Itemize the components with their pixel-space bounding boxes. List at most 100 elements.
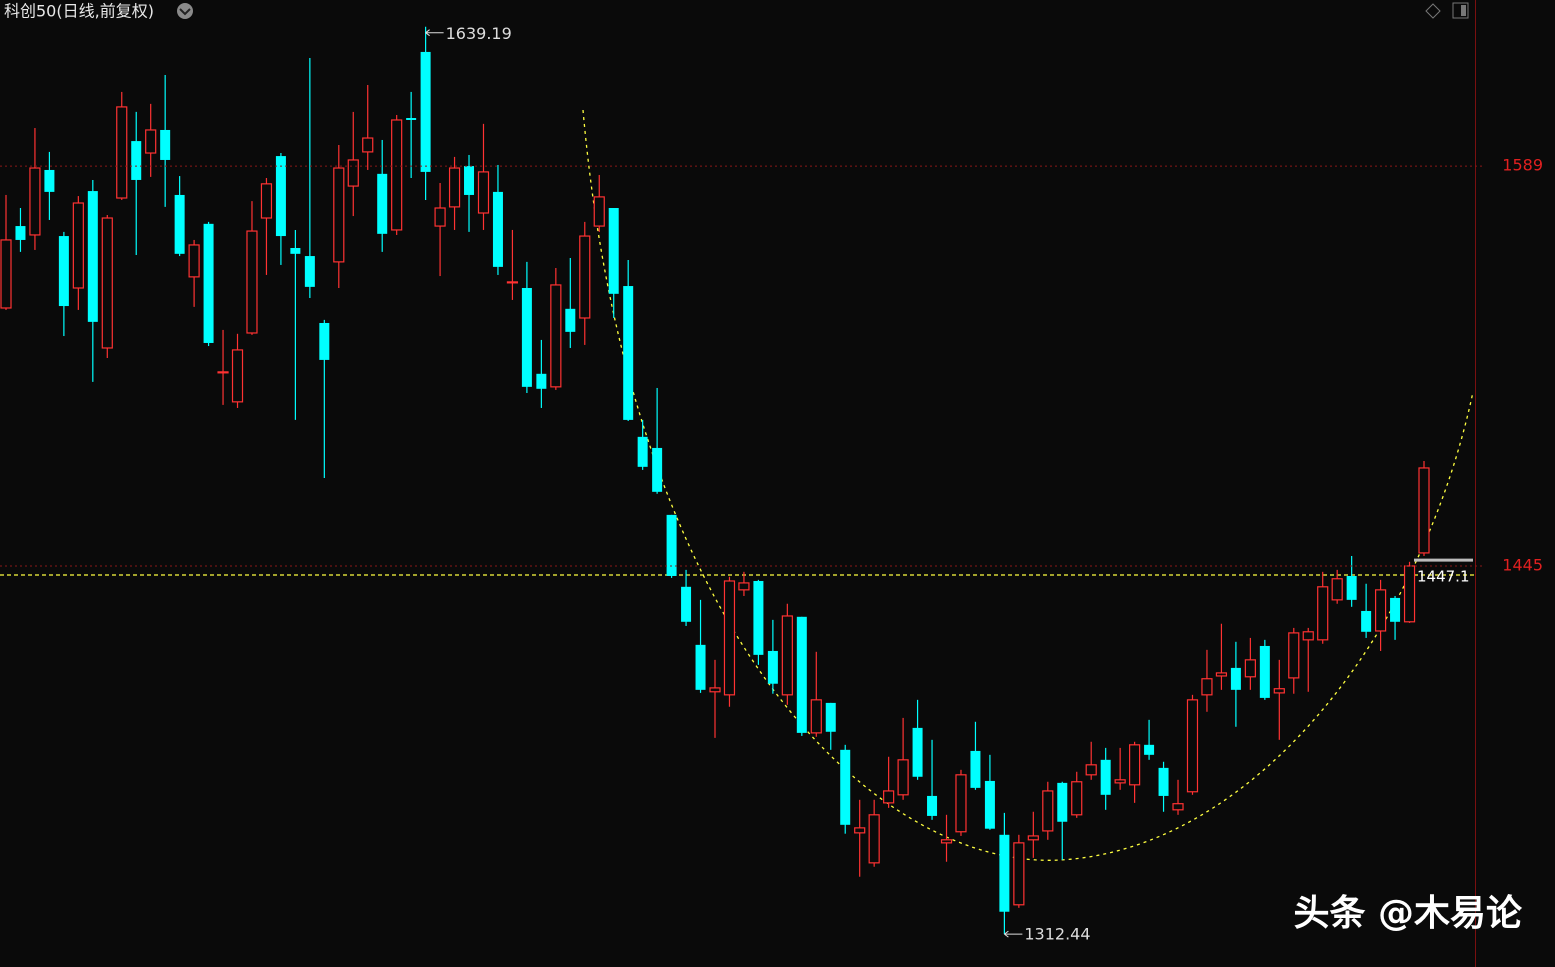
- candle-body: [231, 349, 244, 403]
- candle-body: [217, 371, 229, 374]
- candle-body: [362, 137, 374, 153]
- candle-body: [131, 141, 142, 180]
- candle-body: [1085, 764, 1097, 776]
- chart-title: 科创50(日线,前复权): [4, 2, 154, 21]
- candle-body: [1374, 589, 1387, 632]
- candle-body: [652, 447, 663, 492]
- candle-body: [565, 308, 576, 332]
- candle-body: [1057, 782, 1068, 822]
- candle-body: [637, 436, 648, 467]
- candle-body: [984, 780, 995, 829]
- candle-body: [723, 580, 736, 696]
- menu-icon-arrow: [179, 8, 191, 16]
- candle-body: [868, 814, 880, 864]
- y-tick-label: 1445: [1502, 555, 1543, 574]
- candle-body: [116, 106, 128, 199]
- candle-body: [579, 235, 591, 319]
- candle-body: [999, 834, 1010, 912]
- candle-body: [44, 169, 55, 192]
- y-tick-label: 1589: [1502, 156, 1543, 175]
- candle-body: [1244, 659, 1256, 678]
- candle-body: [145, 129, 157, 154]
- candle-body: [912, 727, 923, 777]
- candle-body: [406, 118, 417, 120]
- candle-body: [1302, 631, 1314, 641]
- candle-body: [840, 749, 851, 825]
- candle-body: [1172, 803, 1184, 811]
- candle-body: [854, 827, 866, 834]
- candle-body: [681, 586, 692, 622]
- candles: [0, 26, 1430, 935]
- candle-body: [290, 247, 301, 254]
- low-arrow: [1004, 930, 1023, 938]
- candle-body: [188, 244, 200, 278]
- candle-body: [275, 156, 286, 237]
- candle-body: [810, 699, 822, 734]
- candle-body: [15, 226, 26, 240]
- candle-body: [434, 207, 446, 227]
- candle-body: [825, 702, 836, 732]
- candle-body: [738, 582, 750, 591]
- candle-body: [319, 322, 330, 360]
- panel-icon-fill: [1461, 5, 1466, 16]
- candle-body: [1114, 779, 1126, 784]
- diamond-icon[interactable]: [1425, 3, 1441, 19]
- candle-body: [1144, 744, 1155, 755]
- candle-body: [448, 167, 461, 208]
- candle-body: [753, 580, 764, 655]
- high-label: 1639.19: [446, 24, 512, 43]
- candle-body: [955, 774, 967, 833]
- panel-icon[interactable]: [1452, 2, 1469, 19]
- candle-body: [58, 236, 69, 307]
- candle-body: [0, 239, 12, 309]
- candle-body: [1013, 842, 1025, 906]
- candle-body: [709, 687, 721, 693]
- candle-body: [1346, 575, 1357, 600]
- candle-body: [87, 191, 98, 322]
- candle-body: [550, 284, 562, 388]
- candle-body: [1071, 781, 1083, 816]
- candle-body: [970, 750, 981, 788]
- menu-icon[interactable]: [177, 3, 193, 19]
- candle-body: [796, 616, 807, 733]
- candle-body: [420, 51, 431, 172]
- candle-body: [897, 759, 909, 796]
- candle-body: [304, 256, 315, 287]
- candle-body: [246, 230, 258, 334]
- candle-body: [1027, 835, 1039, 841]
- candle-body: [333, 167, 345, 263]
- candle-body: [1331, 578, 1343, 601]
- candle-body: [506, 281, 519, 284]
- candle-body: [492, 191, 503, 267]
- candle-body: [1259, 645, 1270, 698]
- candle-body: [1201, 678, 1213, 696]
- candle-body: [1317, 586, 1329, 641]
- candle-body: [1158, 767, 1169, 796]
- watermark: 头条 @木易论: [1293, 893, 1523, 934]
- candle-body: [1361, 610, 1372, 632]
- candle-body: [1100, 759, 1111, 795]
- candle-body: [29, 167, 41, 236]
- candle-body: [174, 194, 185, 254]
- candle-body: [666, 514, 677, 576]
- candle-body: [477, 171, 490, 214]
- candle-body: [1215, 672, 1228, 677]
- candle-body: [260, 183, 273, 219]
- candle-body: [72, 202, 84, 289]
- candle-body: [347, 159, 359, 187]
- candle-body: [1390, 597, 1401, 622]
- candle-body: [391, 119, 403, 231]
- candle-body: [781, 615, 793, 696]
- candle-body: [536, 373, 547, 389]
- candle-body: [101, 217, 113, 349]
- low-label: 1312.44: [1024, 925, 1090, 944]
- candle-body: [593, 196, 605, 227]
- cup-arc: [582, 109, 1474, 861]
- candle-body: [377, 173, 388, 234]
- candle-body: [464, 166, 475, 195]
- candle-body: [203, 223, 214, 343]
- candle-body: [521, 287, 532, 387]
- price-line-label: 1447.1: [1417, 568, 1470, 586]
- candle-body: [1403, 565, 1416, 623]
